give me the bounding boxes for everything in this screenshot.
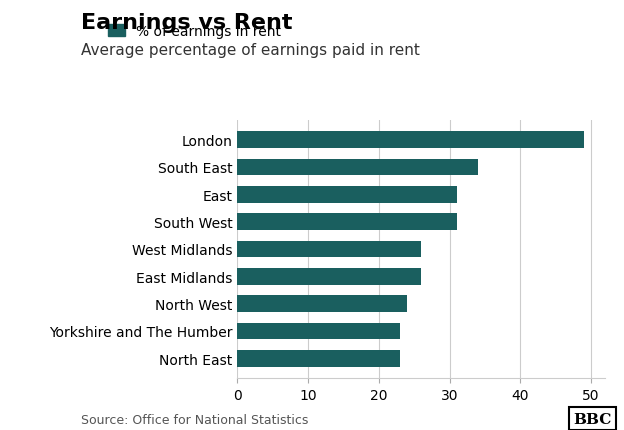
Bar <box>237 214 457 230</box>
Bar <box>237 132 584 148</box>
Bar <box>237 160 478 176</box>
Text: BBC: BBC <box>573 412 612 426</box>
Bar <box>237 323 400 339</box>
Text: Earnings vs Rent: Earnings vs Rent <box>81 13 293 33</box>
Bar <box>237 296 407 312</box>
Text: Average percentage of earnings paid in rent: Average percentage of earnings paid in r… <box>81 43 420 58</box>
Bar <box>237 268 421 285</box>
Bar <box>237 241 421 258</box>
Bar <box>237 350 400 367</box>
Legend: % of earnings in rent: % of earnings in rent <box>102 19 286 44</box>
Text: Source: Office for National Statistics: Source: Office for National Statistics <box>81 413 308 426</box>
Bar <box>237 187 457 203</box>
